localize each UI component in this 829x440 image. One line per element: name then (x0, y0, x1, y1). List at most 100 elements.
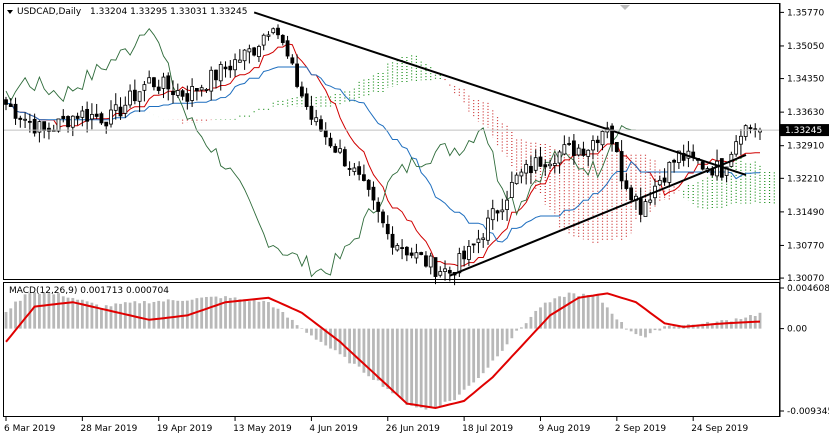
candle-body (486, 217, 490, 241)
time-tick-label: 13 May 2019 (233, 424, 292, 434)
candle-body (223, 66, 228, 70)
macd-bar (219, 298, 223, 329)
candle-body (614, 141, 619, 153)
candle-body (37, 121, 42, 133)
candle-body (352, 167, 357, 172)
macd-bar (677, 326, 681, 329)
candle-body (471, 243, 476, 246)
candle-body (89, 114, 94, 120)
macd-bar (381, 328, 385, 387)
macd-bar (162, 301, 165, 329)
candle-body (404, 246, 409, 256)
macd-bar (90, 302, 94, 329)
chikou-span-line (5, 27, 636, 278)
candle-body (99, 113, 104, 124)
candle-body (466, 246, 471, 260)
candle-body (61, 115, 66, 119)
macd-bar (577, 296, 581, 329)
candle-body (147, 77, 152, 84)
candle-body (519, 171, 524, 177)
collapse-triangle-icon[interactable] (7, 10, 13, 14)
macd-tick-label: -0.009345 (787, 407, 829, 417)
candle-body (619, 151, 624, 182)
macd-bar (438, 328, 442, 407)
macd-bar (500, 328, 504, 351)
candle-body (571, 140, 576, 156)
price-axis[interactable]: 1.35770 1.35050 1.34350 1.33630 1.32910 1.322… (780, 8, 824, 284)
candle-body (734, 141, 739, 155)
triangle-trendlines[interactable] (253, 11, 747, 277)
macd-bar (644, 328, 647, 338)
scroll-arrow-icon[interactable] (620, 5, 630, 10)
candle-body (123, 104, 128, 114)
candle-body (509, 181, 514, 198)
candle-body (538, 156, 543, 167)
upper-trendline[interactable] (253, 11, 747, 176)
macd-bar (663, 326, 666, 329)
macd-bar (123, 302, 127, 329)
macd-bar (653, 328, 657, 331)
candle-body (304, 93, 309, 108)
candle-body (271, 28, 276, 34)
candle-body (113, 104, 118, 111)
candle-body (199, 87, 204, 91)
candle-body (395, 245, 400, 251)
macd-bar (558, 296, 561, 329)
candle-body (700, 161, 705, 170)
time-axis[interactable]: 6 Mar 2019 28 Mar 2019 19 Apr 2019 13 May 2… (4, 417, 749, 434)
candle-body (94, 113, 99, 117)
macd-bar (601, 302, 604, 329)
macd-bar (510, 328, 514, 339)
time-tick-label: 24 Sep 2019 (691, 424, 748, 434)
macd-bar (543, 302, 547, 329)
macd-bar (4, 311, 8, 329)
candle-body (366, 179, 371, 190)
macd-bar (247, 301, 251, 329)
macd-bar (176, 300, 180, 329)
candle-body (204, 89, 209, 91)
candle-body (662, 177, 667, 183)
candle-body (715, 160, 719, 177)
macd-bar (228, 297, 232, 329)
macd-bar (519, 327, 523, 329)
candle-body (233, 59, 237, 71)
macd-bar (610, 313, 614, 329)
candle-body (142, 84, 147, 91)
macd-bar (372, 328, 375, 380)
macd-bar (57, 293, 60, 329)
candle-body (476, 238, 481, 243)
macd-bar (586, 295, 590, 329)
candle-body (237, 59, 242, 63)
macd-bar (38, 293, 41, 329)
macd-bar (61, 296, 65, 329)
macd-bar (224, 296, 227, 329)
candle-body (323, 130, 328, 138)
macd-bar (76, 299, 79, 329)
macd-bar (281, 312, 285, 329)
macd-axis: 0.004608 0.00 -0.009345 (780, 284, 829, 417)
candle-body (376, 201, 381, 212)
lower-trendline[interactable] (449, 154, 747, 277)
macd-bar (505, 328, 509, 345)
macd-bar (290, 319, 294, 329)
candle-body (137, 91, 142, 102)
macd-bar (615, 319, 619, 329)
candle-body (4, 99, 8, 105)
candle-body (328, 137, 333, 147)
price-tick-label: 1.32210 (787, 174, 824, 184)
macd-bar (233, 297, 237, 329)
macd-bar (348, 328, 351, 364)
macd-bar (80, 299, 84, 329)
macd-bar (319, 328, 323, 342)
macd-bar (725, 320, 728, 329)
macd-bar (434, 328, 437, 407)
kijun-sen-line (6, 66, 760, 243)
candle-body (447, 269, 452, 274)
candle-body (290, 57, 295, 64)
macd-bar (138, 303, 142, 329)
macd-bar (524, 323, 528, 329)
macd-bar (142, 301, 146, 329)
candle-body (610, 125, 614, 145)
macd-bar (133, 301, 137, 329)
